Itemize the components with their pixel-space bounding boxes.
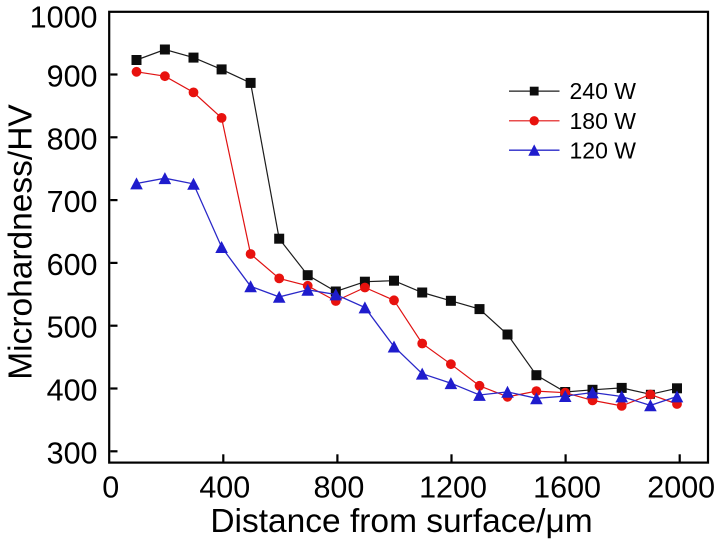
svg-text:800: 800 [47, 122, 98, 156]
svg-text:2000: 2000 [647, 471, 715, 505]
svg-text:300: 300 [47, 436, 98, 470]
svg-text:180 W: 180 W [570, 108, 637, 134]
svg-text:600: 600 [47, 248, 98, 282]
svg-text:800: 800 [313, 471, 364, 505]
svg-text:Microhardness/HV: Microhardness/HV [3, 104, 40, 380]
svg-text:900: 900 [47, 60, 98, 94]
svg-text:120 W: 120 W [570, 137, 637, 163]
svg-text:0: 0 [102, 471, 119, 505]
svg-text:400: 400 [47, 374, 98, 408]
svg-text:1200: 1200 [419, 471, 487, 505]
svg-text:240 W: 240 W [570, 78, 637, 104]
svg-text:400: 400 [199, 471, 250, 505]
svg-text:Distance from surface/μm: Distance from surface/μm [210, 503, 592, 540]
svg-text:1000: 1000 [30, 1, 98, 35]
svg-text:700: 700 [47, 185, 98, 219]
svg-text:1600: 1600 [533, 471, 601, 505]
svg-text:500: 500 [47, 311, 98, 345]
